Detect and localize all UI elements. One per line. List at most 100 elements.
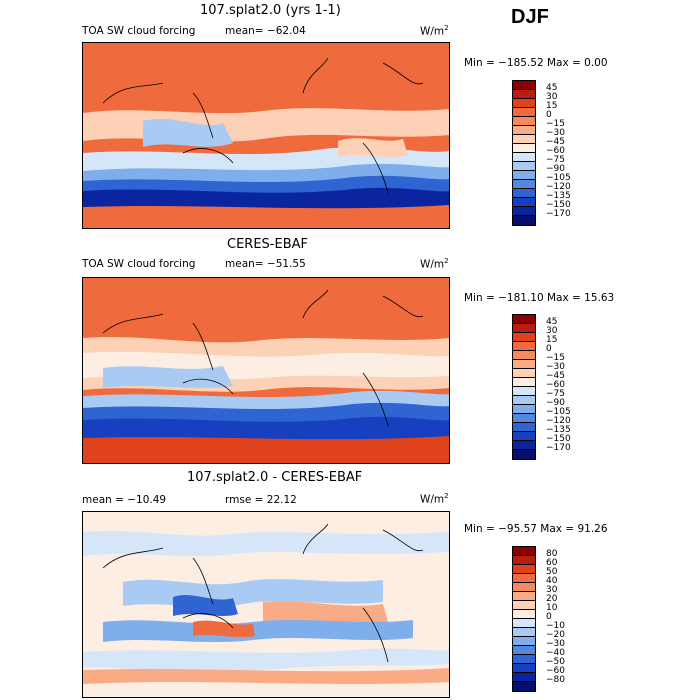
- panel3-colorbar-label: 60: [546, 558, 558, 568]
- panel3-color-swatch: [513, 583, 535, 592]
- panel1-colorbar-label: −170: [546, 209, 571, 219]
- panel1-color-swatch: [513, 189, 535, 198]
- panel2-colorbar-label: −15: [546, 353, 565, 363]
- panel2-colorbar-label: −105: [546, 407, 571, 417]
- panel1-color-swatch: [513, 99, 535, 108]
- panel2-color-swatch: [513, 378, 535, 387]
- panel3-colorbar-label: −40: [546, 648, 565, 658]
- panel2-map-field: [83, 278, 449, 463]
- panel1-color-swatch: [513, 198, 535, 207]
- panel3-units: W/m2: [420, 492, 449, 506]
- panel3-map-field: [83, 512, 449, 697]
- panel3-colorbar-label: −10: [546, 621, 565, 631]
- panel2-variable: TOA SW cloud forcing: [82, 258, 196, 270]
- panel3-color-swatch: [513, 637, 535, 646]
- panel3-color-swatch: [513, 682, 535, 691]
- season-label: DJF: [511, 6, 549, 28]
- panel2-map: [82, 277, 450, 464]
- panel3-color-swatch: [513, 565, 535, 574]
- panel3-rmse: rmse = 22.12: [225, 494, 297, 506]
- panel2-color-swatch: [513, 315, 535, 324]
- panel1-colorbar-label: 45: [546, 83, 558, 93]
- panel3-color-swatch: [513, 574, 535, 583]
- panel2-color-swatch: [513, 369, 535, 378]
- panel3-colorbar-label: −30: [546, 639, 565, 649]
- panel1-color-swatch: [513, 207, 535, 216]
- panel1-color-swatch: [513, 216, 535, 225]
- panel2-color-swatch: [513, 333, 535, 342]
- panel1-color-swatch: [513, 117, 535, 126]
- panel3-color-swatch: [513, 628, 535, 637]
- panel1-colorbar: [512, 80, 536, 226]
- panel1-colorbar-labels: 45 30 15 0 −15 −30 −45 −60 −75 −90 −105 …: [546, 80, 596, 226]
- panel1-colorbar-label: −150: [546, 200, 571, 210]
- panel3-color-swatch: [513, 610, 535, 619]
- panel1-colorbar-label: −120: [546, 182, 571, 192]
- panel2-minmax: Min = −181.10 Max = 15.63: [464, 292, 615, 304]
- panel2-colorbar-label: −150: [546, 434, 571, 444]
- panel2-colorbar-label: −120: [546, 416, 571, 426]
- panel2-color-swatch: [513, 441, 535, 450]
- panel2-color-swatch: [513, 387, 535, 396]
- panel2-colorbar-label: 15: [546, 335, 558, 345]
- panel3-colorbar-labels: 80 60 50 40 30 20 10 0 −10 −20 −30 −40 −…: [546, 546, 596, 692]
- panel3-colorbar-label: −60: [546, 666, 565, 676]
- panel2-units: W/m2: [420, 257, 449, 271]
- panel1-color-swatch: [513, 81, 535, 90]
- panel3-colorbar-label: 0: [546, 612, 552, 622]
- panel3-color-swatch: [513, 646, 535, 655]
- panel3-colorbar-label: −50: [546, 657, 565, 667]
- panel1-colorbar-label: 15: [546, 101, 558, 111]
- panel3-title: 107.splat2.0 - CERES-EBAF: [187, 470, 363, 485]
- panel3-color-swatch: [513, 673, 535, 682]
- panel3-colorbar-label: −20: [546, 630, 565, 640]
- panel1-colorbar-label: −45: [546, 137, 565, 147]
- panel3-colorbar-label: 40: [546, 576, 558, 586]
- panel3-colorbar-label: 30: [546, 585, 558, 595]
- panel2-color-swatch: [513, 342, 535, 351]
- panel1-colorbar-label: −30: [546, 128, 565, 138]
- panel3-color-swatch: [513, 664, 535, 673]
- panel3-map: [82, 511, 450, 698]
- panel3-color-swatch: [513, 556, 535, 565]
- panel2-colorbar-label: 0: [546, 344, 552, 354]
- panel2-colorbar-label: −170: [546, 443, 571, 453]
- panel2-color-swatch: [513, 360, 535, 369]
- panel1-units: W/m2: [420, 24, 449, 38]
- panel1-colorbar-label: −75: [546, 155, 565, 165]
- panel2-mean: mean= −51.55: [225, 258, 306, 270]
- panel1-color-swatch: [513, 135, 535, 144]
- panel1-color-swatch: [513, 171, 535, 180]
- panel2-colorbar: [512, 314, 536, 460]
- panel2-color-swatch: [513, 432, 535, 441]
- panel2-colorbar-label: −60: [546, 380, 565, 390]
- panel1-colorbar-label: −105: [546, 173, 571, 183]
- panel3-color-swatch: [513, 592, 535, 601]
- panel1-color-swatch: [513, 153, 535, 162]
- panel1-minmax: Min = −185.52 Max = 0.00: [464, 57, 608, 69]
- panel1-map-field: [83, 43, 449, 228]
- panel2-colorbar-label: −90: [546, 398, 565, 408]
- panel2-color-swatch: [513, 324, 535, 333]
- panel2-color-swatch: [513, 396, 535, 405]
- panel2-color-swatch: [513, 423, 535, 432]
- panel3-colorbar: [512, 546, 536, 692]
- panel2-color-swatch: [513, 351, 535, 360]
- panel2-colorbar-labels: 45 30 15 0 −15 −30 −45 −60 −75 −90 −105 …: [546, 314, 596, 460]
- panel1-variable: TOA SW cloud forcing: [82, 25, 196, 37]
- panel1-color-swatch: [513, 162, 535, 171]
- panel3-minmax: Min = −95.57 Max = 91.26: [464, 523, 608, 535]
- panel2-title: CERES-EBAF: [227, 237, 308, 252]
- panel2-colorbar-label: −75: [546, 389, 565, 399]
- panel3-color-swatch: [513, 619, 535, 628]
- panel3-color-swatch: [513, 655, 535, 664]
- panel2-colorbar-label: 30: [546, 326, 558, 336]
- panel2-colorbar-label: −45: [546, 371, 565, 381]
- panel2-color-swatch: [513, 414, 535, 423]
- panel1-map: [82, 42, 450, 229]
- panel1-color-swatch: [513, 180, 535, 189]
- panel1-colorbar-label: −60: [546, 146, 565, 156]
- panel2-colorbar-label: 45: [546, 317, 558, 327]
- panel3-colorbar-label: 80: [546, 549, 558, 559]
- panel1-colorbar-label: −90: [546, 164, 565, 174]
